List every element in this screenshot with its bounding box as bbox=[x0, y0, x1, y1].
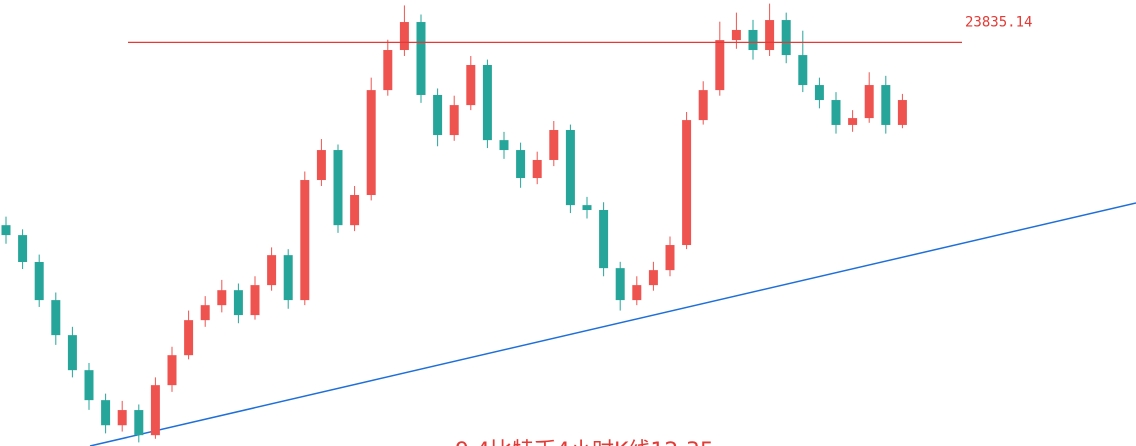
candle-body bbox=[532, 159, 542, 179]
candle-body bbox=[101, 400, 111, 426]
candle-body bbox=[482, 65, 492, 141]
annotation: 9.4比特币4小时K线12:35 bbox=[455, 439, 714, 446]
candle-body bbox=[167, 355, 177, 386]
candle-body bbox=[217, 290, 227, 306]
candle-body bbox=[383, 50, 393, 91]
candle-body bbox=[615, 268, 625, 301]
candle-body bbox=[184, 320, 194, 356]
candle-body bbox=[449, 105, 459, 136]
candle-body bbox=[433, 94, 443, 136]
candle-body bbox=[399, 22, 409, 51]
candle-body bbox=[798, 55, 808, 86]
candle-body bbox=[549, 130, 559, 160]
candle-body bbox=[117, 410, 127, 426]
candle-body bbox=[233, 290, 243, 316]
candle-body bbox=[831, 100, 841, 125]
candle-body bbox=[51, 300, 61, 336]
candle-body bbox=[350, 195, 360, 226]
candle-body bbox=[283, 255, 293, 301]
candle-body bbox=[1, 225, 11, 236]
level-label: 23835.14 bbox=[965, 14, 1032, 30]
candle-body bbox=[300, 180, 310, 301]
candle-body bbox=[366, 90, 376, 196]
candle-body bbox=[582, 205, 592, 210]
candle-body bbox=[599, 209, 609, 269]
candle-body bbox=[632, 285, 642, 301]
candle-body bbox=[466, 65, 476, 106]
candle-body bbox=[897, 100, 907, 125]
candle-body bbox=[765, 20, 775, 51]
candle-body bbox=[665, 245, 675, 271]
candle-body bbox=[267, 255, 277, 286]
candle-body bbox=[565, 130, 575, 206]
candle-body bbox=[715, 40, 725, 91]
candle-body bbox=[150, 385, 160, 436]
candle-body bbox=[781, 20, 791, 56]
candle-body bbox=[250, 285, 260, 316]
candle-body bbox=[34, 262, 44, 301]
candle-body bbox=[731, 29, 741, 41]
candle-body bbox=[848, 118, 858, 125]
candle-body bbox=[333, 150, 343, 226]
trend-line bbox=[89, 202, 1136, 446]
candle-body bbox=[516, 150, 526, 179]
candle-body bbox=[698, 90, 708, 121]
candle-body bbox=[416, 22, 426, 95]
candle-body bbox=[864, 85, 874, 119]
candle-body bbox=[814, 85, 824, 101]
candle-body bbox=[682, 120, 692, 246]
candle-body bbox=[134, 410, 144, 436]
candle-body bbox=[748, 29, 758, 51]
candle-body bbox=[881, 85, 891, 125]
candle-body bbox=[200, 305, 210, 321]
candle-body bbox=[18, 235, 28, 263]
candle-body bbox=[84, 370, 94, 401]
candle-body bbox=[499, 140, 509, 151]
candle-body bbox=[316, 150, 326, 181]
candle-body bbox=[67, 335, 77, 371]
candle-body bbox=[648, 270, 658, 286]
